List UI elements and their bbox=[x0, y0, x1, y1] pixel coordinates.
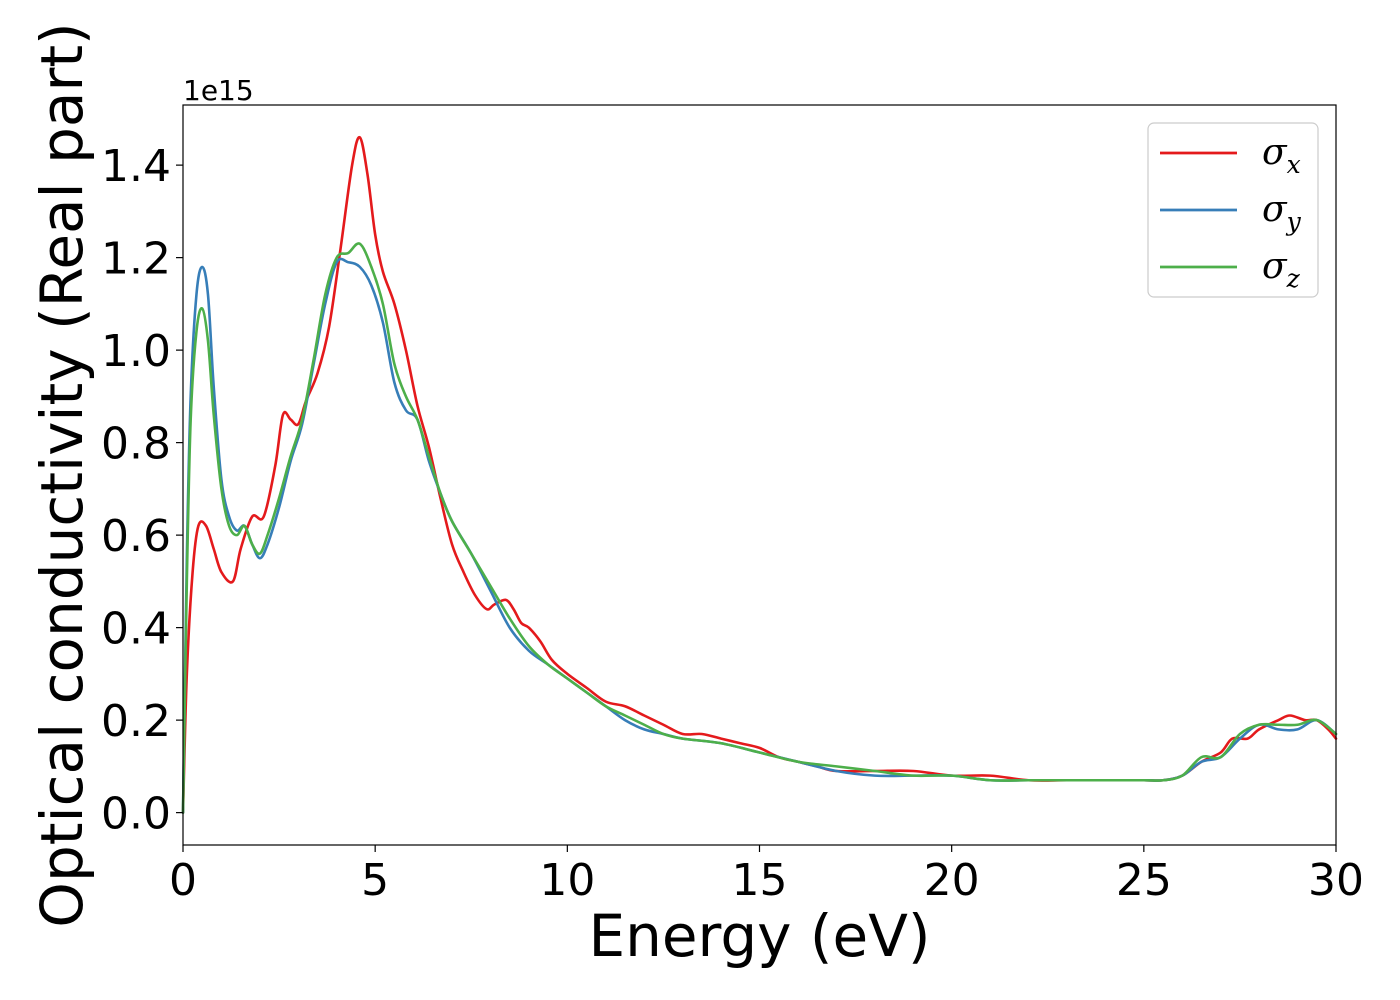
y-axis-ticks: 0.0 0.2 0.4 0.6 0.8 1.0 1.2 1.4 bbox=[101, 141, 183, 840]
legend-symbol: σ bbox=[1262, 246, 1288, 287]
series-layer bbox=[181, 136, 1338, 814]
y-tick-label: 0.0 bbox=[101, 789, 171, 840]
y-axis-label: Optical conductivity (Real part) bbox=[28, 22, 96, 927]
y-tick-label: 0.2 bbox=[101, 696, 171, 747]
legend-subscript: x bbox=[1287, 150, 1301, 179]
legend-symbol: σ bbox=[1262, 189, 1288, 230]
legend-subscript: z bbox=[1286, 264, 1301, 293]
y-tick-label: 1.4 bbox=[101, 141, 171, 192]
x-axis-label: Energy (eV) bbox=[588, 902, 930, 970]
x-tick-label: 0 bbox=[169, 855, 197, 906]
x-tick-label: 20 bbox=[924, 855, 980, 906]
series-line-z bbox=[181, 242, 1338, 814]
y-tick-label: 0.4 bbox=[101, 604, 171, 655]
legend-label-y: σy bbox=[1262, 189, 1302, 236]
y-tick-label: 0.6 bbox=[101, 511, 171, 562]
legend-symbol: σ bbox=[1262, 132, 1288, 173]
x-tick-label: 30 bbox=[1308, 855, 1364, 906]
legend-subscript: y bbox=[1286, 207, 1302, 236]
y-tick-label: 1.2 bbox=[101, 234, 171, 285]
y-offset-label: 1e15 bbox=[183, 74, 254, 107]
x-tick-label: 25 bbox=[1116, 855, 1172, 906]
legend-label-z: σz bbox=[1262, 246, 1301, 293]
legend-label-x: σx bbox=[1262, 132, 1301, 179]
x-tick-label: 5 bbox=[361, 855, 389, 906]
x-tick-label: 15 bbox=[732, 855, 788, 906]
x-tick-label: 10 bbox=[539, 855, 595, 906]
x-axis-ticks: 0 5 10 15 20 25 30 bbox=[169, 845, 1364, 906]
y-tick-label: 0.8 bbox=[101, 419, 171, 470]
y-tick-label: 1.0 bbox=[101, 326, 171, 377]
